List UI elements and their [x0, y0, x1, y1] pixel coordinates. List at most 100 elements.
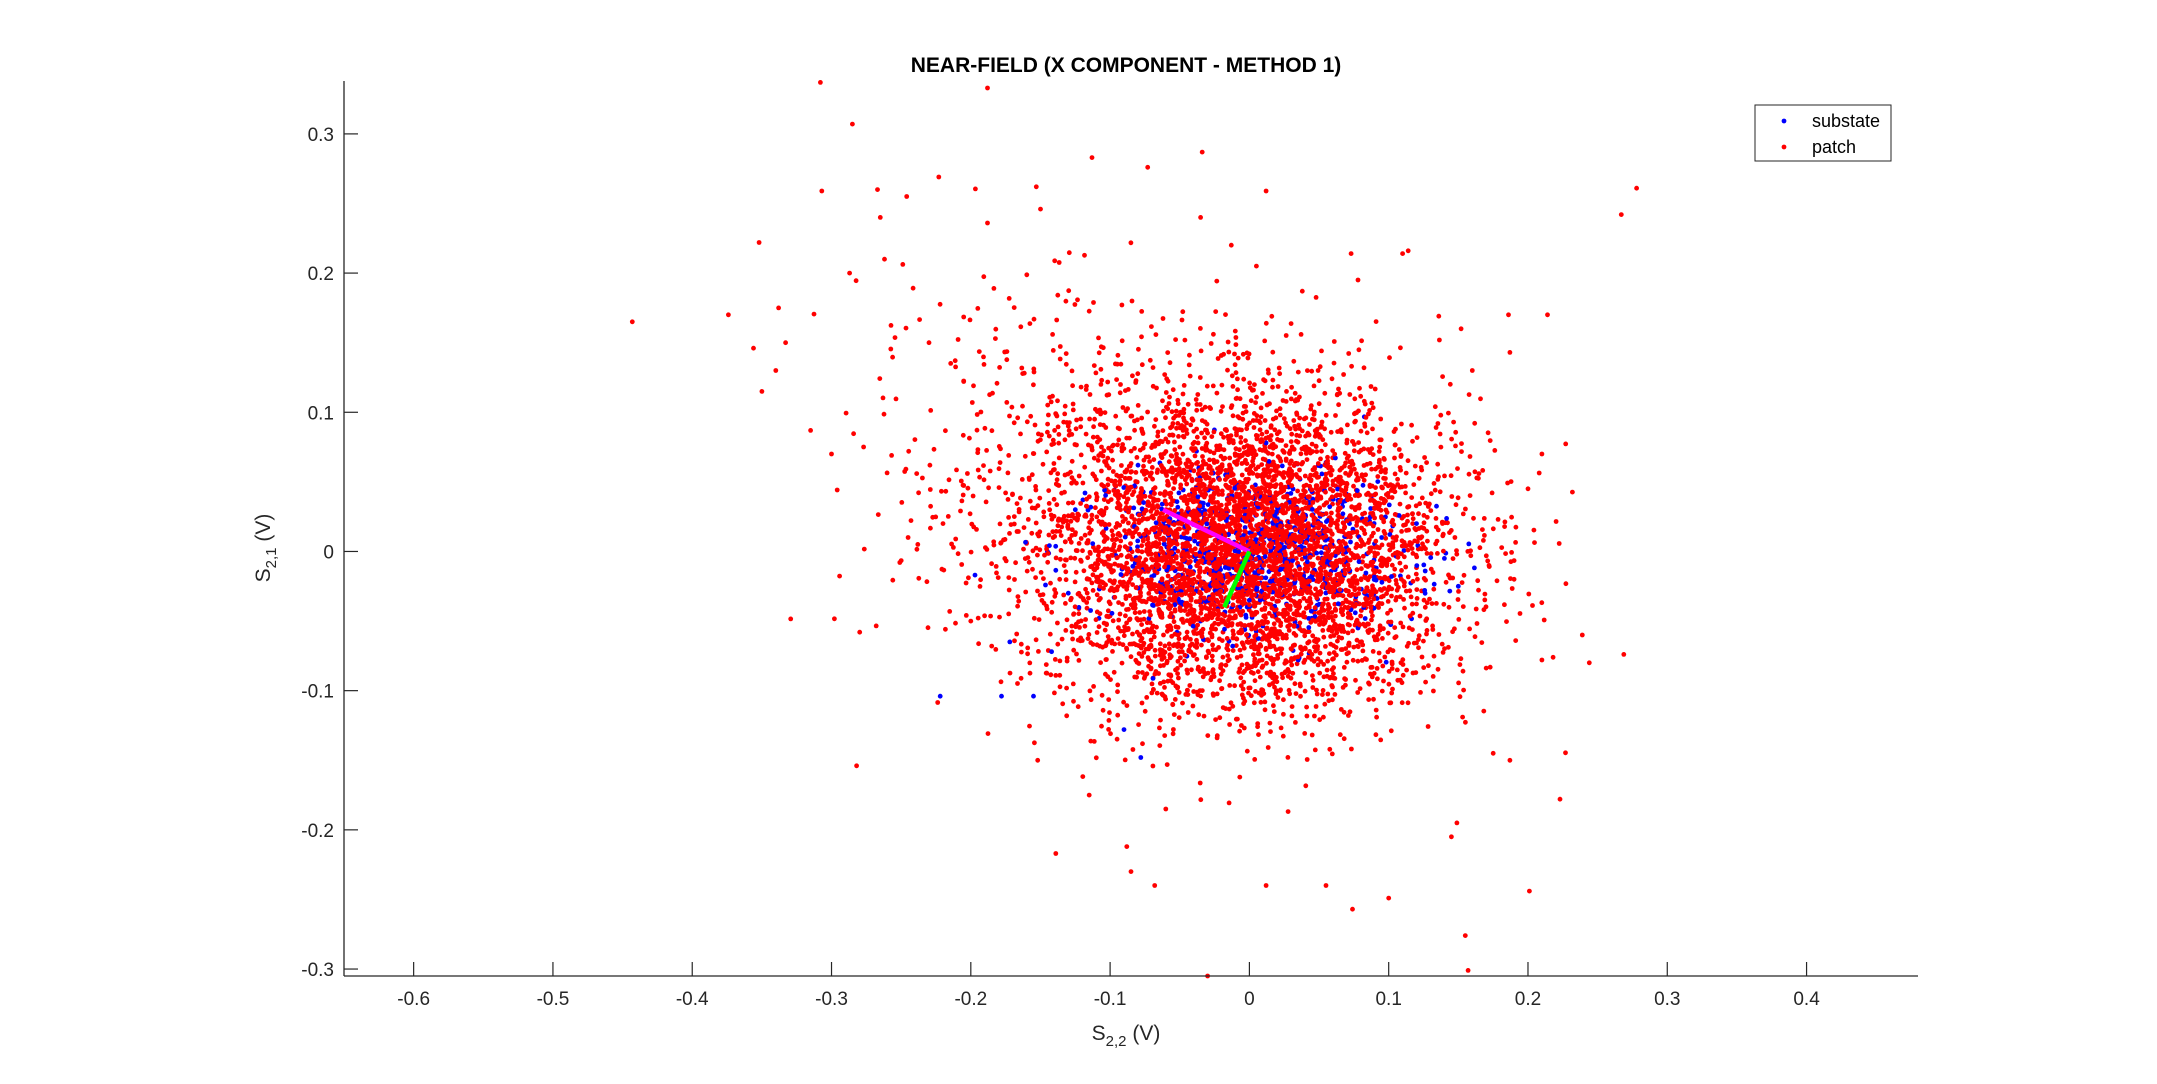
point-substate [1256, 636, 1261, 641]
point-patch [1164, 762, 1170, 767]
point-patch [1262, 619, 1268, 625]
point-patch [914, 471, 920, 476]
point-patch [1358, 428, 1364, 434]
point-patch [1344, 481, 1350, 487]
point-patch [1194, 434, 1200, 440]
point-patch [1396, 447, 1402, 452]
point-patch [1338, 544, 1344, 550]
point-substate [1222, 626, 1227, 632]
point-patch [1270, 384, 1275, 390]
point-patch [1112, 594, 1118, 600]
point-patch [1037, 495, 1043, 501]
point-patch [1410, 438, 1415, 444]
point-patch [1347, 513, 1353, 518]
point-patch [1186, 362, 1192, 368]
point-patch [1063, 628, 1069, 633]
point-patch [1239, 640, 1245, 646]
point-patch [1157, 743, 1163, 748]
point-patch [1366, 540, 1371, 545]
point-patch [1165, 350, 1171, 355]
point-patch [892, 335, 898, 340]
point-patch [1315, 461, 1321, 466]
point-patch [1164, 628, 1170, 634]
point-patch [1064, 713, 1070, 719]
point-patch [1289, 662, 1295, 668]
point-patch [1015, 594, 1021, 599]
point-patch [1349, 504, 1355, 510]
point-patch [1029, 472, 1035, 478]
point-patch [1403, 522, 1408, 528]
point-patch [1084, 600, 1090, 605]
point-patch [1063, 569, 1069, 575]
point-patch [1152, 423, 1157, 429]
point-patch [1049, 599, 1055, 605]
point-patch [1128, 541, 1133, 546]
point-patch [1073, 548, 1079, 553]
point-patch [1029, 530, 1035, 536]
point-patch [1230, 413, 1236, 419]
point-substate [1139, 506, 1145, 512]
point-patch [1275, 656, 1280, 661]
point-patch [1454, 548, 1459, 553]
point-patch [1041, 509, 1047, 515]
point-patch [1157, 515, 1163, 520]
point-patch [1083, 431, 1089, 437]
point-patch [1312, 713, 1317, 719]
point-patch [1237, 728, 1242, 734]
point-patch [1117, 481, 1123, 487]
point-patch [1146, 454, 1152, 460]
point-patch [1106, 599, 1112, 605]
point-patch [1165, 439, 1171, 445]
point-patch [1289, 431, 1295, 437]
point-patch [1082, 623, 1088, 629]
point-patch [1126, 579, 1132, 585]
point-patch [1262, 607, 1268, 612]
point-patch [1011, 514, 1017, 519]
point-patch [1072, 555, 1078, 561]
point-patch [1233, 396, 1239, 401]
point-patch [1093, 505, 1098, 511]
point-patch [1147, 459, 1152, 464]
point-patch [1084, 590, 1090, 596]
point-patch [1333, 613, 1338, 619]
point-patch [1340, 612, 1346, 618]
point-patch [1018, 431, 1023, 437]
point-patch [943, 428, 948, 434]
point-substate [1422, 568, 1428, 574]
point-patch [1056, 516, 1062, 522]
point-patch [1186, 492, 1192, 498]
point-patch [1380, 663, 1386, 669]
point-patch [1047, 507, 1053, 513]
point-patch [1089, 580, 1095, 586]
point-patch [1271, 703, 1276, 709]
point-patch [1315, 662, 1321, 668]
point-patch [1304, 713, 1310, 719]
point-patch [1329, 510, 1334, 516]
point-patch [1031, 615, 1037, 621]
point-patch [1563, 441, 1569, 447]
point-patch [1179, 317, 1185, 323]
point-substate [1348, 539, 1353, 545]
point-patch [1204, 421, 1210, 427]
point-patch [1126, 520, 1131, 526]
point-patch [1187, 352, 1192, 358]
point-patch [1144, 695, 1150, 700]
point-patch [1446, 644, 1451, 650]
point-patch [1262, 338, 1268, 344]
point-patch [1178, 485, 1184, 491]
point-patch [965, 485, 971, 491]
point-patch [1391, 488, 1397, 494]
point-patch [1077, 625, 1082, 630]
point-patch [1023, 589, 1029, 595]
point-patch [973, 186, 978, 192]
point-patch [1084, 605, 1090, 611]
point-patch [1025, 555, 1031, 560]
point-patch [1227, 722, 1232, 727]
point-patch [1199, 407, 1205, 413]
point-patch [1403, 490, 1408, 496]
point-patch [981, 463, 986, 468]
point-patch [1086, 632, 1092, 637]
point-substate [1109, 610, 1115, 616]
point-patch [1090, 588, 1096, 593]
point-patch [1106, 445, 1111, 451]
